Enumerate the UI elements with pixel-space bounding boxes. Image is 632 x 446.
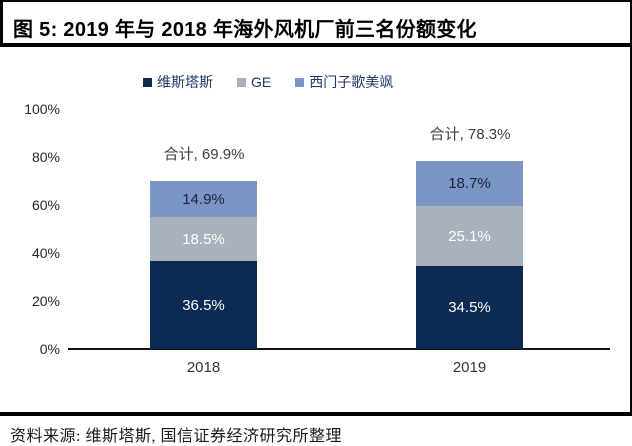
source-note: 资料来源: 维斯塔斯, 国信证券经济研究所整理	[10, 428, 342, 445]
stacked-bar-2018: 36.5% 18.5% 14.9%	[150, 181, 257, 349]
legend-swatch-siemens-gamesa-icon	[295, 77, 305, 87]
total-label-2018: 合计, 69.9%	[163, 146, 245, 163]
bar-segment-siemens-gamesa-2018: 14.9%	[150, 181, 257, 218]
chart-legend: 维斯塔斯 GE 西门子歌美飒	[143, 72, 393, 92]
figure-title: 图 5: 2019 年与 2018 年海外风机厂前三名份额变化	[0, 2, 630, 47]
legend-swatch-vestas-icon	[143, 77, 152, 87]
x-axis-label-2019: 2019	[452, 359, 487, 376]
y-axis-tick-20: 20%	[31, 293, 60, 309]
figure-frame: 图 5: 2019 年与 2018 年海外风机厂前三名份额变化 维斯塔斯 GE …	[0, 0, 632, 416]
bar-segment-ge-2019: 25.1%	[416, 206, 523, 267]
bar-segment-vestas-2019: 34.5%	[416, 266, 523, 349]
bar-segment-ge-2018: 18.5%	[150, 217, 257, 262]
plot-area: 维斯塔斯 GE 西门子歌美飒 100% 80% 60% 40% 20% 0%	[0, 47, 630, 408]
legend-label-siemens-gamesa: 西门子歌美飒	[309, 74, 394, 90]
legend-label-vestas: 维斯塔斯	[157, 74, 213, 90]
legend-item-ge: GE	[237, 74, 271, 90]
y-axis-tick-40: 40%	[31, 245, 60, 261]
x-axis-label-2018: 2018	[186, 359, 221, 376]
total-label-2019: 合计, 78.3%	[429, 126, 511, 143]
bar-segment-siemens-gamesa-2019: 18.7%	[416, 161, 523, 207]
y-axis-tick-80: 80%	[31, 149, 60, 165]
x-axis-line	[68, 348, 610, 350]
legend-item-siemens-gamesa: 西门子歌美飒	[295, 72, 393, 92]
y-axis-tick-60: 60%	[31, 197, 60, 213]
bar-segment-vestas-2018: 36.5%	[150, 261, 257, 349]
stacked-bar-2019: 34.5% 25.1% 18.7%	[416, 161, 523, 349]
y-axis-tick-100: 100%	[24, 101, 60, 117]
legend-item-vestas: 维斯塔斯	[143, 72, 213, 92]
y-axis-tick-0: 0%	[39, 341, 60, 357]
legend-label-ge: GE	[251, 74, 272, 90]
legend-swatch-ge-icon	[237, 77, 246, 87]
